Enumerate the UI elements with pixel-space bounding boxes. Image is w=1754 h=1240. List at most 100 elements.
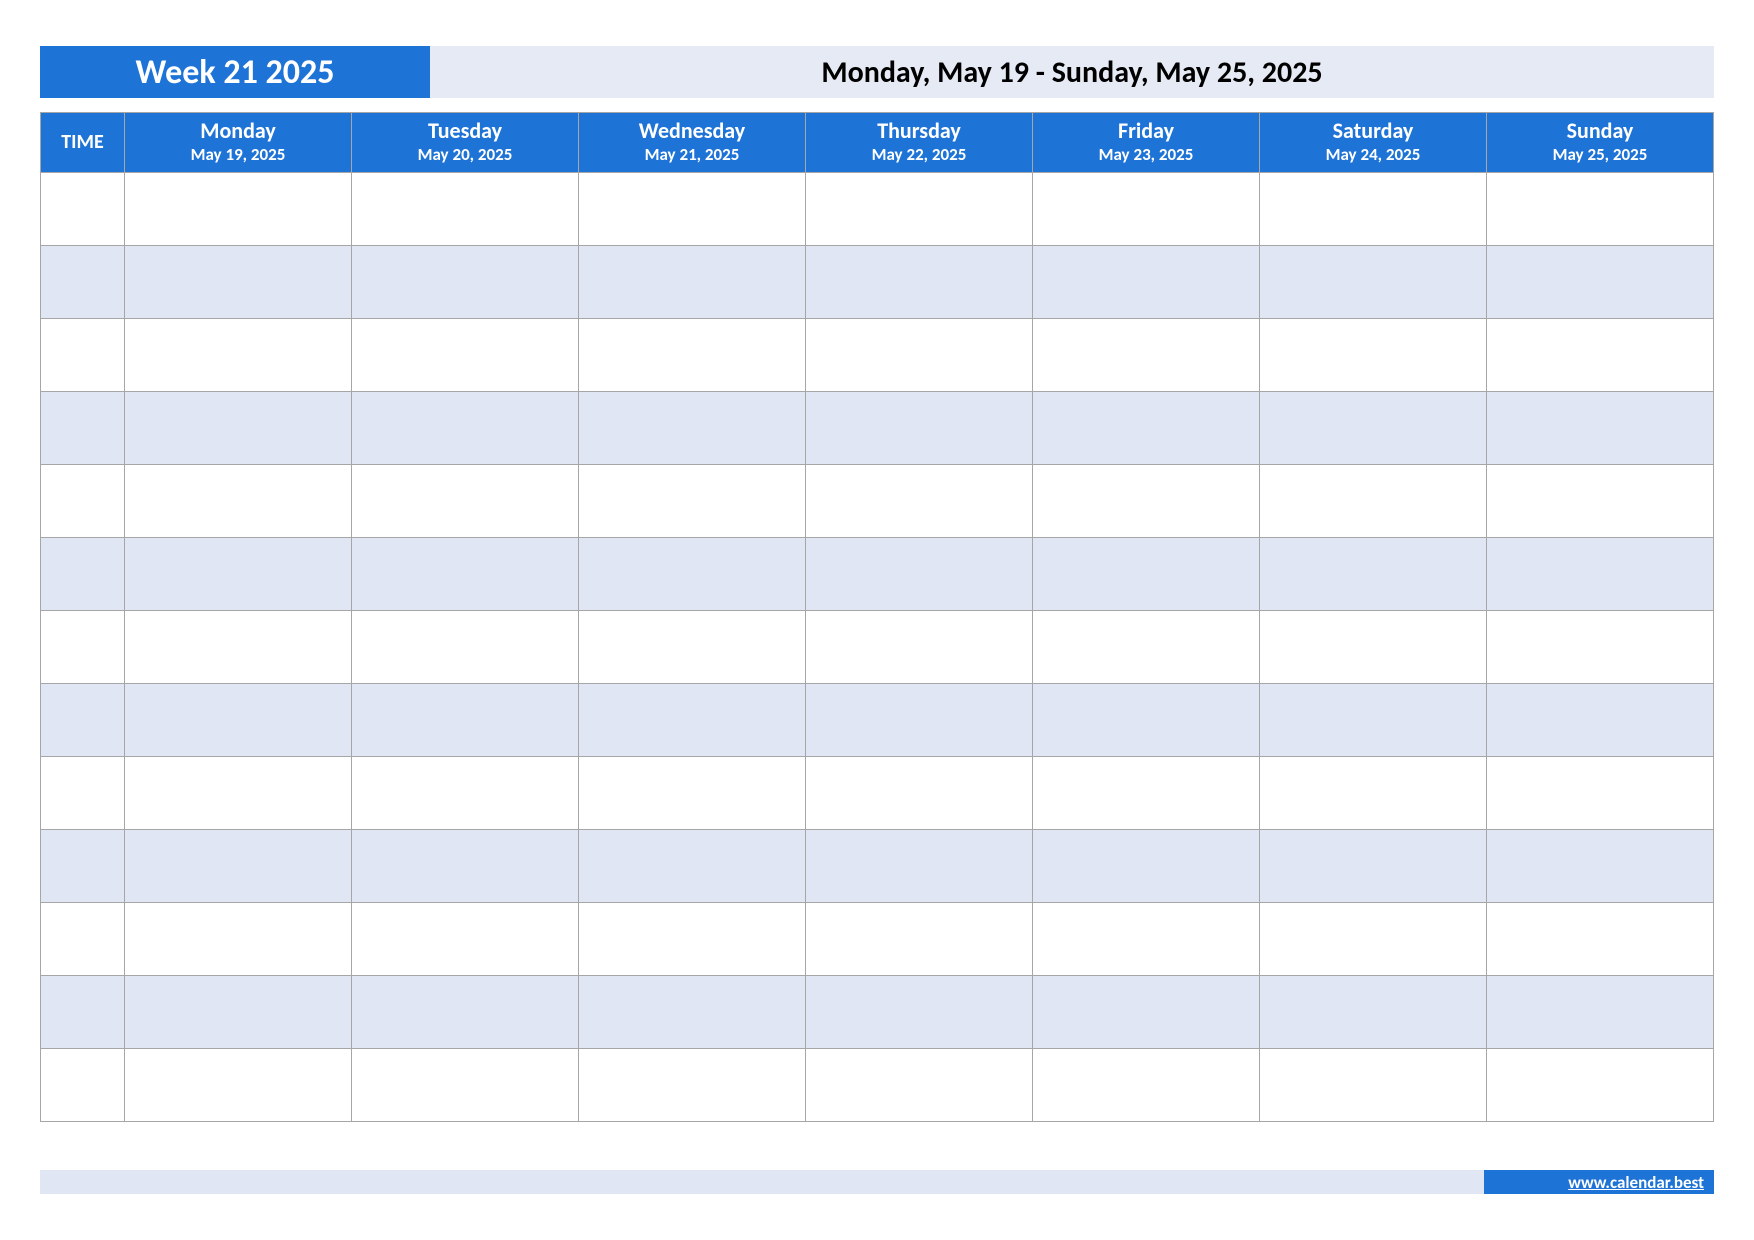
day-date: May 22, 2025 xyxy=(810,145,1028,165)
day-cell xyxy=(1260,829,1487,902)
day-cell xyxy=(125,1048,352,1121)
day-cell xyxy=(1260,1048,1487,1121)
day-header-friday: Friday May 23, 2025 xyxy=(1033,113,1260,173)
calendar-row xyxy=(41,172,1714,245)
time-cell xyxy=(41,1048,125,1121)
day-cell xyxy=(1487,902,1714,975)
day-cell xyxy=(1487,464,1714,537)
calendar-page: Week 21 2025 Monday, May 19 - Sunday, Ma… xyxy=(0,0,1754,1240)
day-cell xyxy=(806,756,1033,829)
day-cell xyxy=(1033,975,1260,1048)
calendar-row xyxy=(41,245,1714,318)
calendar-row xyxy=(41,975,1714,1048)
day-header-tuesday: Tuesday May 20, 2025 xyxy=(352,113,579,173)
footer-url[interactable]: www.calendar.best xyxy=(1484,1170,1714,1194)
day-cell xyxy=(1260,975,1487,1048)
day-cell xyxy=(579,829,806,902)
time-cell xyxy=(41,683,125,756)
calendar-row xyxy=(41,464,1714,537)
day-cell xyxy=(1487,683,1714,756)
day-cell xyxy=(1487,172,1714,245)
day-cell xyxy=(1260,318,1487,391)
day-cell xyxy=(125,537,352,610)
day-cell xyxy=(806,683,1033,756)
day-date: May 21, 2025 xyxy=(583,145,801,165)
footer-bar: www.calendar.best xyxy=(40,1170,1714,1194)
day-cell xyxy=(579,975,806,1048)
day-cell xyxy=(1260,464,1487,537)
day-cell xyxy=(1260,245,1487,318)
day-cell xyxy=(1033,683,1260,756)
calendar-body xyxy=(41,172,1714,1121)
time-cell xyxy=(41,172,125,245)
day-cell xyxy=(1033,464,1260,537)
time-cell xyxy=(41,756,125,829)
time-cell xyxy=(41,318,125,391)
day-cell xyxy=(352,683,579,756)
day-date: May 24, 2025 xyxy=(1264,145,1482,165)
day-cell xyxy=(579,318,806,391)
day-cell xyxy=(806,464,1033,537)
day-cell xyxy=(579,391,806,464)
day-cell xyxy=(806,829,1033,902)
day-cell xyxy=(806,902,1033,975)
day-cell xyxy=(125,683,352,756)
day-cell xyxy=(579,1048,806,1121)
day-cell xyxy=(806,172,1033,245)
day-cell xyxy=(806,1048,1033,1121)
day-cell xyxy=(579,464,806,537)
day-cell xyxy=(579,172,806,245)
day-cell xyxy=(352,1048,579,1121)
day-cell xyxy=(352,464,579,537)
day-cell xyxy=(352,829,579,902)
day-cell xyxy=(352,975,579,1048)
day-cell xyxy=(1260,537,1487,610)
day-cell xyxy=(806,537,1033,610)
day-header-wednesday: Wednesday May 21, 2025 xyxy=(579,113,806,173)
day-cell xyxy=(1033,902,1260,975)
day-cell xyxy=(1487,1048,1714,1121)
day-cell xyxy=(579,537,806,610)
day-cell xyxy=(1033,245,1260,318)
day-cell xyxy=(125,610,352,683)
day-cell xyxy=(1033,610,1260,683)
day-cell xyxy=(125,391,352,464)
day-cell xyxy=(352,756,579,829)
title-bar: Week 21 2025 Monday, May 19 - Sunday, Ma… xyxy=(40,46,1714,98)
time-header: TIME xyxy=(41,113,125,173)
day-name: Wednesday xyxy=(583,119,801,143)
day-cell xyxy=(579,610,806,683)
calendar-header-row: TIME Monday May 19, 2025 Tuesday May 20,… xyxy=(41,113,1714,173)
footer-spacer xyxy=(40,1170,1484,1194)
day-cell xyxy=(1487,391,1714,464)
day-date: May 23, 2025 xyxy=(1037,145,1255,165)
week-range-label: Monday, May 19 - Sunday, May 25, 2025 xyxy=(430,46,1714,98)
time-cell xyxy=(41,464,125,537)
day-cell xyxy=(1487,537,1714,610)
day-cell xyxy=(1033,537,1260,610)
time-cell xyxy=(41,537,125,610)
day-cell xyxy=(1260,683,1487,756)
calendar-row xyxy=(41,829,1714,902)
day-cell xyxy=(125,245,352,318)
day-cell xyxy=(1033,756,1260,829)
time-cell xyxy=(41,902,125,975)
day-cell xyxy=(352,391,579,464)
calendar-row xyxy=(41,683,1714,756)
day-name: Saturday xyxy=(1264,119,1482,143)
day-cell xyxy=(352,610,579,683)
day-cell xyxy=(806,975,1033,1048)
time-cell xyxy=(41,610,125,683)
calendar-row xyxy=(41,902,1714,975)
day-cell xyxy=(1260,902,1487,975)
time-cell xyxy=(41,391,125,464)
day-name: Monday xyxy=(129,119,347,143)
calendar-row xyxy=(41,1048,1714,1121)
calendar-row xyxy=(41,537,1714,610)
day-cell xyxy=(806,245,1033,318)
day-cell xyxy=(125,902,352,975)
day-cell xyxy=(1033,829,1260,902)
day-cell xyxy=(352,537,579,610)
day-cell xyxy=(1260,391,1487,464)
calendar-table: TIME Monday May 19, 2025 Tuesday May 20,… xyxy=(40,112,1714,1122)
